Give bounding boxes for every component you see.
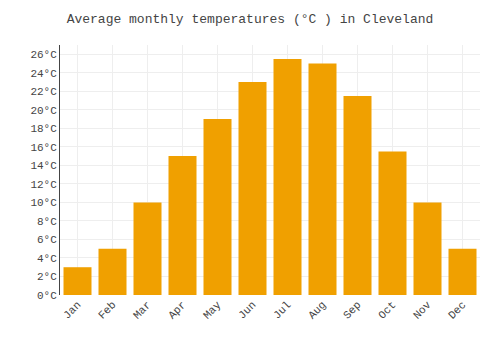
svg-text:Apr: Apr	[166, 299, 188, 321]
svg-text:Oct: Oct	[376, 299, 398, 321]
svg-text:2°C: 2°C	[37, 271, 57, 283]
svg-text:May: May	[201, 299, 224, 322]
svg-text:Nov: Nov	[411, 299, 434, 322]
svg-text:26°C: 26°C	[30, 49, 57, 61]
svg-text:Aug: Aug	[306, 299, 328, 321]
svg-text:Average monthly temperatures (: Average monthly temperatures (°C ) in Cl…	[67, 12, 434, 27]
svg-text:20°C: 20°C	[30, 105, 57, 117]
svg-text:12°C: 12°C	[30, 179, 57, 191]
svg-text:Mar: Mar	[131, 299, 153, 321]
svg-text:10°C: 10°C	[30, 197, 57, 209]
svg-text:22°C: 22°C	[30, 86, 57, 98]
svg-text:0°C: 0°C	[37, 290, 57, 302]
svg-text:Dec: Dec	[446, 299, 468, 321]
svg-text:6°C: 6°C	[37, 234, 57, 246]
svg-text:Sep: Sep	[341, 299, 363, 321]
svg-text:Jun: Jun	[236, 299, 258, 321]
svg-text:16°C: 16°C	[30, 142, 57, 154]
svg-text:14°C: 14°C	[30, 160, 57, 172]
svg-text:24°C: 24°C	[30, 68, 57, 80]
svg-text:4°C: 4°C	[37, 253, 57, 265]
svg-text:18°C: 18°C	[30, 123, 57, 135]
svg-text:Jul: Jul	[271, 299, 293, 321]
svg-text:8°C: 8°C	[37, 216, 57, 228]
svg-text:Feb: Feb	[96, 299, 118, 321]
svg-text:Jan: Jan	[61, 299, 83, 321]
